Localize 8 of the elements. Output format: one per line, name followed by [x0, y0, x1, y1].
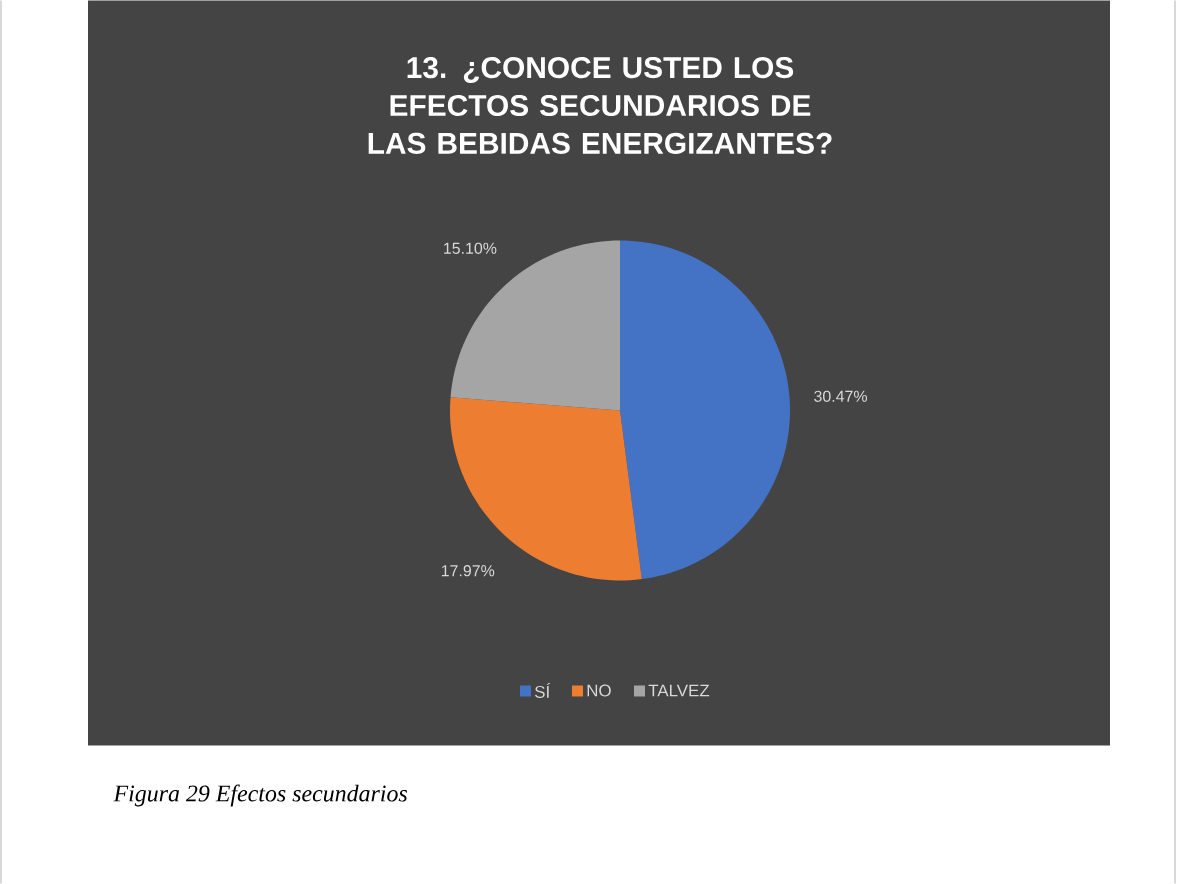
data-label: 15.10%: [444, 242, 497, 254]
legend-label: SÍ: [534, 683, 551, 698]
chart-title: 13. ¿CONOCE USTED LOS EFECTOS SECUNDARIOS DE LAS BEBIDAS ENERGIZANTES?: [368, 57, 832, 154]
text: Figura 29 Efectos secundarios: [113, 784, 408, 807]
legend-label: NO: [587, 684, 611, 697]
legend-label: TALVEZ: [648, 684, 710, 697]
data-label: 17.97%: [441, 565, 495, 577]
data-label: 30.47%: [814, 390, 868, 402]
